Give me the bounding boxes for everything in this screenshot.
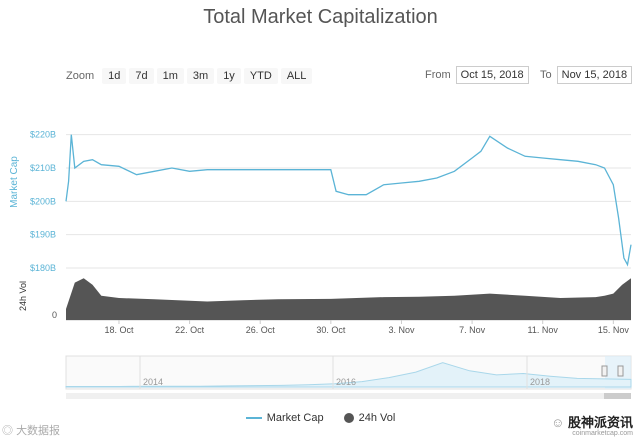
watermark-right-text: 股神派资讯 — [567, 415, 633, 430]
navigator-left-handle[interactable] — [601, 365, 608, 377]
circle-swatch-icon — [343, 413, 354, 423]
zoom-label: Zoom — [66, 70, 95, 82]
market-cap-chart: Market Cap 24h Vol 0 $220B $210B $200B $190… — [9, 130, 632, 399]
zoom-bar: Zoom 1d 7d 1m 3m 1y YTD ALL — [66, 68, 315, 84]
from-date-input[interactable]: Oct 15, 2018 — [455, 66, 529, 84]
to-label: To — [540, 69, 552, 81]
weibo-icon: ◎ — [2, 425, 13, 437]
watermark-left: ◎ 大数据报 — [2, 422, 60, 438]
zoom-7d-button[interactable]: 7d — [129, 68, 154, 84]
range-from: From Oct 15, 2018 — [425, 66, 529, 84]
zoom-all-button[interactable]: ALL — [280, 68, 313, 84]
y-tick-label: $220B — [30, 130, 56, 140]
x-tick-label: 3. Nov — [388, 325, 415, 335]
credit: coinmarketcap.com — [572, 430, 633, 437]
y-tick-label: $180B — [30, 263, 56, 273]
y-tick-label: $210B — [30, 163, 56, 173]
volume-zero-tick: 0 — [52, 310, 57, 320]
x-tick-label: 18. Oct — [104, 325, 134, 335]
y-tick-label: $200B — [30, 196, 56, 206]
legend: Market Cap 24h Vol — [0, 412, 641, 424]
line-swatch-icon — [245, 417, 262, 419]
x-tick-label: 26. Oct — [246, 325, 276, 335]
legend-market-cap-label: Market Cap — [266, 412, 324, 424]
scrollbar-track[interactable] — [66, 393, 631, 399]
range-to: To Nov 15, 2018 — [540, 66, 633, 84]
wechat-icon: ☺ — [551, 415, 565, 430]
grid-lines — [66, 134, 631, 269]
x-tick-label: 30. Oct — [316, 325, 346, 335]
watermark-right: ☺ 股神派资讯 — [551, 412, 633, 431]
zoom-1m-button[interactable]: 1m — [156, 68, 184, 84]
volume-axis-label: 24h Vol — [18, 281, 28, 311]
scrollbar-thumb[interactable] — [604, 393, 631, 399]
zoom-1y-button[interactable]: 1y — [217, 68, 241, 84]
navigator-year-label: 2016 — [336, 377, 356, 387]
navigator-right-handle[interactable] — [617, 365, 624, 377]
zoom-3m-button[interactable]: 3m — [186, 68, 215, 84]
navigator-year-label: 2018 — [530, 377, 550, 387]
legend-volume-label: 24h Vol — [358, 412, 396, 424]
x-tick-label: 22. Oct — [175, 325, 205, 335]
navigator-area — [65, 362, 632, 388]
y-tick-label: $190B — [30, 230, 56, 240]
legend-market-cap[interactable]: Market Cap — [245, 412, 324, 424]
market-cap-line — [65, 134, 632, 267]
zoom-ytd-button[interactable]: YTD — [243, 68, 278, 84]
x-tick-label: 7. Nov — [459, 325, 486, 335]
y-axis-label: Market Cap — [9, 156, 20, 208]
navigator-year-label: 2014 — [143, 377, 163, 387]
to-date-input[interactable]: Nov 15, 2018 — [556, 66, 633, 84]
volume-area — [66, 278, 631, 320]
chart-title: Total Market Capitalization — [203, 6, 438, 28]
from-label: From — [425, 69, 451, 81]
x-tick-label: 15. Nov — [598, 325, 630, 335]
zoom-1d-button[interactable]: 1d — [102, 68, 127, 84]
watermark-left-text: 大数据报 — [16, 425, 61, 437]
legend-volume[interactable]: 24h Vol — [343, 412, 396, 424]
x-tick-label: 11. Nov — [528, 325, 559, 335]
